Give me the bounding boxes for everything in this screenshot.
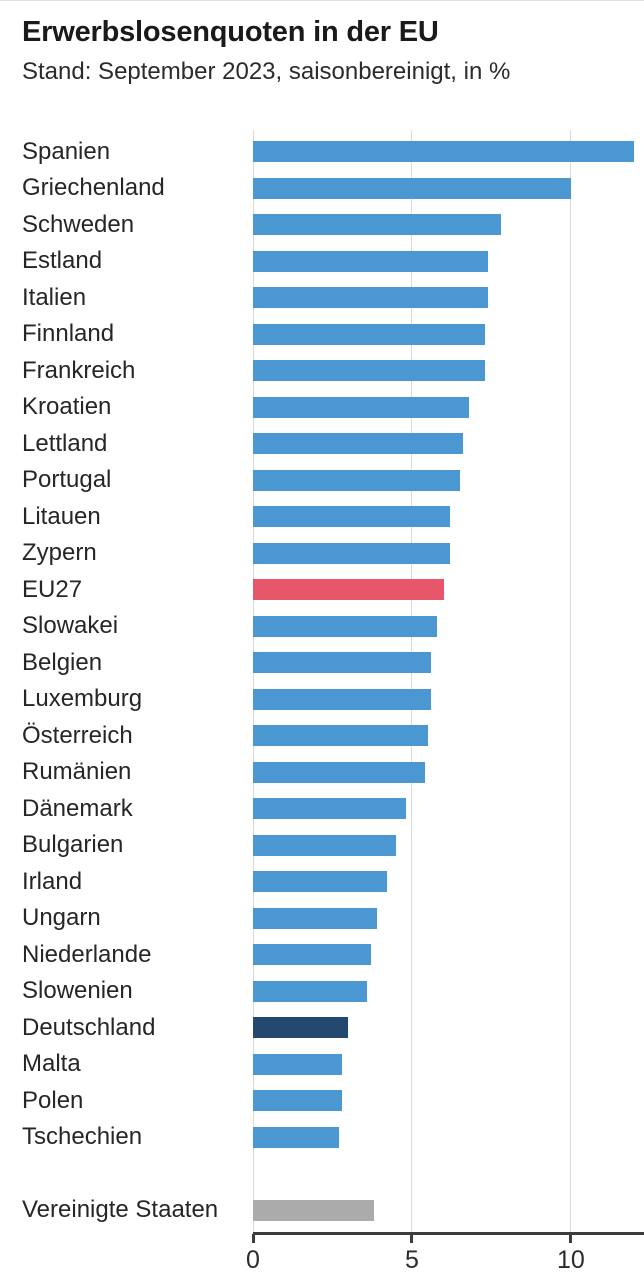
chart-title: Erwerbslosenquoten in der EU xyxy=(22,16,439,48)
axis-tick-label: 0 xyxy=(246,1246,260,1274)
x-axis-line xyxy=(253,1232,644,1235)
bar xyxy=(253,287,489,308)
category-label: Deutschland xyxy=(22,1013,156,1041)
category-label: Kroatien xyxy=(22,393,112,420)
bar xyxy=(253,396,470,418)
bar xyxy=(253,652,432,673)
bar xyxy=(253,871,387,892)
bar xyxy=(253,1126,339,1148)
category-label: Rumänien xyxy=(22,758,132,785)
category-label: Österreich xyxy=(22,721,133,749)
bar xyxy=(253,360,486,381)
bar xyxy=(253,725,428,746)
bar xyxy=(253,1199,374,1221)
category-label: Portugal xyxy=(22,466,112,493)
top-divider xyxy=(0,0,644,1)
bar xyxy=(253,542,451,564)
category-label: Irland xyxy=(22,867,83,895)
gridline xyxy=(252,130,254,1232)
category-label: Ungarn xyxy=(22,904,101,931)
category-label: EU27 xyxy=(22,575,83,603)
bar xyxy=(253,944,371,965)
bar xyxy=(253,433,463,454)
bar xyxy=(253,469,460,491)
bar xyxy=(253,834,397,856)
bar xyxy=(253,214,501,235)
bar xyxy=(253,761,425,783)
category-label: Zypern xyxy=(22,539,97,566)
category-label: Slowenien xyxy=(22,977,133,1004)
axis-tick-label: 10 xyxy=(556,1246,585,1274)
bar xyxy=(253,506,451,527)
category-label: Frankreich xyxy=(22,356,136,384)
bar xyxy=(253,579,444,600)
axis-tick xyxy=(410,1234,414,1243)
category-label: Belgien xyxy=(22,648,103,676)
category-label: Schweden xyxy=(22,210,135,238)
bar xyxy=(253,323,486,345)
bar xyxy=(253,177,571,199)
category-label: Polen xyxy=(22,1086,84,1114)
category-label: Luxemburg xyxy=(22,685,143,712)
axis-tick xyxy=(569,1234,573,1243)
category-label: Slowakei xyxy=(22,612,119,639)
bar xyxy=(253,141,635,162)
bar xyxy=(253,688,432,710)
category-label: Vereinigte Staaten xyxy=(22,1196,219,1223)
bar xyxy=(253,798,406,819)
chart-subtitle: Stand: September 2023, saisonbereinigt, … xyxy=(22,58,511,85)
category-label: Niederlande xyxy=(22,940,152,968)
bar xyxy=(253,1017,349,1038)
gridline xyxy=(570,130,572,1232)
category-label: Dänemark xyxy=(22,794,133,822)
axis-tick-label: 5 xyxy=(404,1246,419,1274)
category-label: Finnland xyxy=(22,320,115,347)
category-label: Tschechien xyxy=(22,1123,143,1150)
bar xyxy=(253,250,489,272)
category-label: Bulgarien xyxy=(22,831,124,858)
bar xyxy=(253,615,438,637)
bar xyxy=(253,1053,342,1075)
bar xyxy=(253,1090,342,1111)
category-label: Lettland xyxy=(22,429,108,457)
bar xyxy=(253,907,377,929)
category-label: Spanien xyxy=(22,137,111,165)
category-label: Litauen xyxy=(22,502,101,530)
bar xyxy=(253,980,368,1002)
category-label: Estland xyxy=(22,247,103,274)
category-label: Italien xyxy=(22,283,87,311)
axis-tick xyxy=(251,1234,255,1243)
category-label: Griechenland xyxy=(22,174,165,201)
category-label: Malta xyxy=(22,1050,81,1077)
gridline xyxy=(411,130,413,1232)
